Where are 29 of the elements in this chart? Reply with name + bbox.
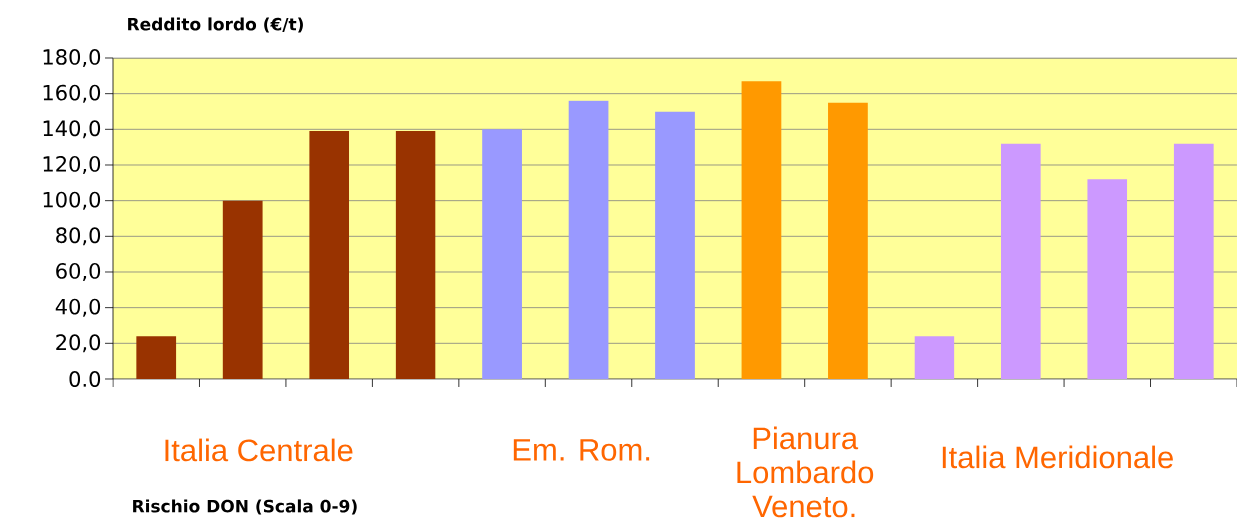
text: Pianura Lombardo Veneto. <box>737 426 874 518</box>
bar <box>395 131 436 379</box>
bar <box>828 102 868 379</box>
bar <box>309 131 350 379</box>
y-tick-label: 120,0 <box>43 155 101 175</box>
text: Italia Centrale <box>165 438 353 462</box>
bar <box>1173 143 1214 379</box>
y-tick-label: 20,0 <box>56 334 101 353</box>
bar <box>568 100 609 379</box>
text: Rischio DON (Scala 0-9) <box>133 499 357 515</box>
bar <box>1000 143 1041 379</box>
y-tick-label: 140,0 <box>43 120 101 139</box>
bar <box>136 336 177 379</box>
bar <box>222 200 263 379</box>
y-tick-label: 60,0 <box>56 262 101 282</box>
bar <box>655 111 695 379</box>
y-tick-label: 100,0 <box>43 191 101 210</box>
y-tick-label: 80,0 <box>56 227 101 246</box>
bar <box>482 129 522 379</box>
y-tick-label: 40,0 <box>55 298 101 317</box>
y-tick-label: 180,0 <box>43 48 101 68</box>
y-axis-title: Reddito lordo (€/t) <box>128 17 303 33</box>
bar <box>914 336 955 379</box>
bar <box>1087 179 1128 379</box>
bar <box>741 81 782 379</box>
text: Italia Meridionale <box>942 445 1173 469</box>
y-tick-label: 160,0 <box>43 84 101 103</box>
y-tick-label: 0.0 <box>69 371 101 387</box>
text: Em. Rom. <box>513 439 650 461</box>
